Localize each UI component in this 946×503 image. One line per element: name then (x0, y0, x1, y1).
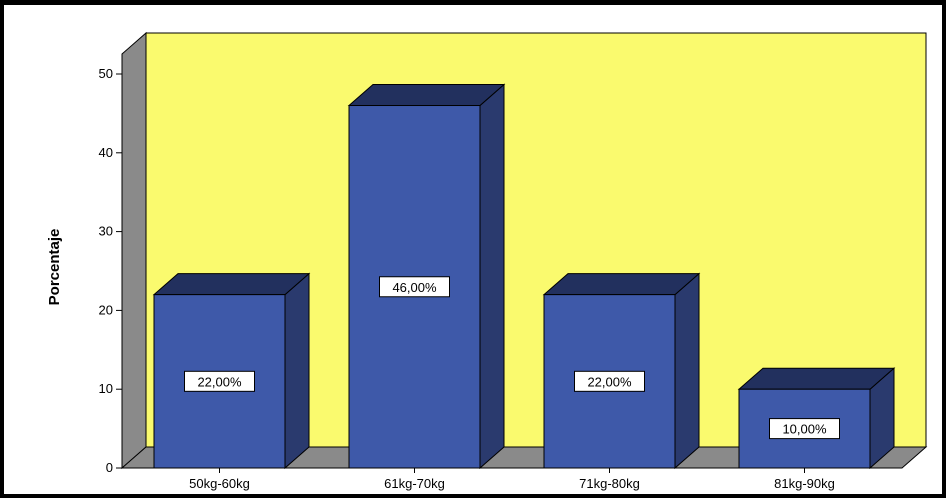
y-tick-label: 40 (99, 145, 113, 160)
bar-top (154, 274, 309, 295)
y-tick-label: 20 (99, 302, 113, 317)
data-label: 46,00% (392, 280, 437, 295)
y-tick-label: 50 (99, 66, 113, 81)
y-axis-title: Porcentaje (46, 229, 63, 306)
bar-side (480, 85, 504, 468)
data-label: 22,00% (197, 374, 242, 389)
x-tick-label: 71kg-80kg (579, 476, 640, 491)
bar-chart-3d: 0 10 20 30 40 50 50kg-60kg 22,00% 61kg-70kg 46,0… (4, 5, 946, 503)
bar-top (739, 368, 894, 389)
y-tick-label: 0 (106, 460, 113, 475)
left-wall (122, 33, 146, 468)
bar-top (349, 85, 504, 106)
data-label: 10,00% (782, 422, 827, 437)
bar-top (544, 274, 699, 295)
y-tick-label: 10 (99, 381, 113, 396)
y-tick-label: 30 (99, 224, 113, 239)
data-label: 22,00% (587, 374, 632, 389)
x-tick-label: 50kg-60kg (189, 476, 250, 491)
x-tick-label: 81kg-90kg (774, 476, 835, 491)
bar-side (285, 274, 309, 468)
x-tick-label: 61kg-70kg (384, 476, 445, 491)
bar-side (675, 274, 699, 468)
